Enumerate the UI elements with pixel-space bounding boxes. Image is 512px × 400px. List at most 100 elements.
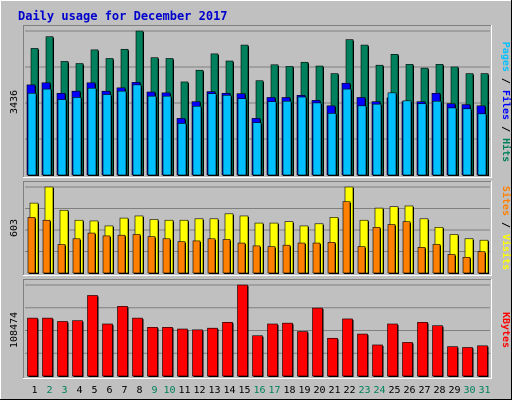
bar-visits-sites-18 [282, 244, 291, 274]
x-label-day-13: 13 [208, 385, 220, 396]
x-axis-labels: 1 2 3 4 5 6 7 8 9 10 11 12 13 14 15 16 17 18 19 20 21 22 23 24 2… [31, 385, 490, 396]
bar-visits-sites-29 [447, 254, 456, 274]
x-label-day-18: 18 [283, 385, 295, 396]
bar-kbytes-kbytes-30 [462, 347, 473, 377]
bar-requests-pages-17 [267, 101, 277, 176]
x-label-day-17: 17 [268, 385, 280, 396]
bar-requests-pages-2 [42, 88, 52, 176]
x-label-day-16: 16 [253, 385, 265, 396]
bar-kbytes-kbytes-13 [207, 327, 218, 377]
x-label-day-23: 23 [358, 385, 370, 396]
bar-requests-pages-5 [87, 87, 97, 176]
x-label-day-10: 10 [163, 385, 175, 396]
bar-kbytes-kbytes-11 [177, 328, 188, 377]
bar-kbytes-kbytes-27 [417, 322, 428, 377]
bar-kbytes-kbytes-23 [357, 333, 368, 377]
bar-kbytes-kbytes-16 [252, 335, 263, 377]
bar-kbytes-kbytes-6 [102, 323, 113, 377]
bar-kbytes-kbytes-14 [222, 322, 233, 377]
bar-kbytes-kbytes-18 [282, 322, 293, 377]
bar-requests-pages-26 [402, 100, 412, 176]
bar-visits-sites-28 [432, 244, 441, 274]
x-label-day-5: 5 [91, 385, 97, 396]
bar-kbytes-kbytes-3 [57, 321, 68, 377]
bar-requests-pages-4 [72, 97, 82, 176]
bar-kbytes-kbytes-8 [132, 317, 143, 377]
bar-requests-pages-10 [162, 95, 172, 176]
x-label-day-3: 3 [61, 385, 67, 396]
x-label-day-9: 9 [151, 385, 157, 396]
bar-requests-pages-16 [252, 122, 262, 176]
bar-visits-sites-4 [72, 238, 81, 274]
x-label-day-14: 14 [223, 385, 235, 396]
x-label-day-28: 28 [433, 385, 445, 396]
bar-requests-pages-19 [297, 96, 307, 176]
x-label-day-27: 27 [418, 385, 430, 396]
x-label-day-21: 21 [328, 385, 340, 396]
x-label-day-26: 26 [403, 385, 415, 396]
panel-requests: 3436 Pages / Files / Hits [9, 25, 512, 178]
bar-requests-pages-31 [477, 113, 487, 176]
legend-requests: Pages / Files / Hits [500, 42, 512, 162]
legend-requests-part-2: Files [500, 90, 512, 120]
bar-kbytes-kbytes-17 [267, 323, 278, 377]
bar-visits-sites-3 [57, 244, 66, 274]
bar-visits-sites-9 [147, 236, 156, 274]
bar-visits-sites-11 [177, 241, 186, 274]
bar-requests-pages-20 [312, 102, 322, 176]
bar-kbytes-kbytes-12 [192, 329, 203, 377]
bar-requests-pages-8 [132, 84, 142, 176]
bar-requests-pages-6 [102, 94, 112, 176]
bar-visits-sites-14 [222, 239, 231, 274]
legend-kbytes-part-0: KBytes [500, 312, 511, 348]
bar-visits-sites-10 [162, 238, 171, 274]
max-label-requests: 3436 [9, 90, 20, 114]
x-label-day-2: 2 [46, 385, 52, 396]
bar-kbytes-kbytes-21 [327, 337, 338, 377]
bar-visits-sites-23 [357, 246, 366, 274]
x-label-day-20: 20 [313, 385, 325, 396]
bar-requests-pages-24 [372, 103, 382, 176]
legend-requests-part-0: Pages [500, 42, 511, 72]
legend-visits-part-2: Visits [500, 234, 512, 270]
bar-kbytes-kbytes-31 [477, 345, 488, 377]
bar-requests-pages-12 [192, 105, 202, 176]
x-label-day-4: 4 [76, 385, 82, 396]
bar-requests-pages-15 [237, 98, 247, 176]
bar-visits-sites-19 [297, 242, 306, 274]
bar-kbytes-kbytes-10 [162, 327, 173, 377]
panel-visits: 603 Sites / Visits [9, 181, 512, 276]
bar-kbytes-kbytes-1 [27, 317, 38, 377]
x-label-day-22: 22 [343, 385, 355, 396]
bar-visits-sites-16 [252, 245, 261, 274]
bar-kbytes-kbytes-15 [237, 284, 248, 377]
x-label-day-6: 6 [106, 385, 112, 396]
bar-visits-sites-5 [87, 232, 96, 274]
x-label-day-8: 8 [136, 385, 142, 396]
bar-requests-pages-29 [447, 107, 457, 176]
bar-visits-sites-12 [192, 240, 201, 274]
bar-requests-pages-25 [387, 92, 397, 176]
panel-kbytes: 108474 KBytes [9, 279, 511, 379]
bar-kbytes-kbytes-20 [312, 307, 323, 377]
bar-requests-pages-18 [282, 100, 292, 176]
bar-requests-pages-21 [327, 113, 337, 176]
x-label-day-15: 15 [238, 385, 250, 396]
bar-visits-sites-15 [237, 242, 246, 274]
x-label-day-30: 30 [463, 385, 475, 396]
chart-panels: 3436 Pages / Files / Hits 603 Sites / Visit… [9, 25, 512, 379]
max-label-visits: 603 [9, 219, 20, 237]
bar-visits-sites-30 [462, 257, 471, 274]
bar-requests-pages-23 [357, 105, 367, 176]
max-label-kbytes: 108474 [9, 312, 20, 348]
bar-visits-sites-24 [372, 227, 381, 274]
legend-visits-part-1: / [500, 216, 511, 234]
bar-kbytes-kbytes-28 [432, 325, 443, 377]
x-label-day-12: 12 [193, 385, 205, 396]
bar-kbytes-kbytes-9 [147, 327, 158, 377]
x-label-day-19: 19 [298, 385, 310, 396]
legend-requests-part-4: Hits [500, 138, 512, 162]
bar-requests-pages-9 [147, 95, 157, 176]
bar-visits-sites-25 [387, 224, 396, 274]
x-label-day-29: 29 [448, 385, 460, 396]
